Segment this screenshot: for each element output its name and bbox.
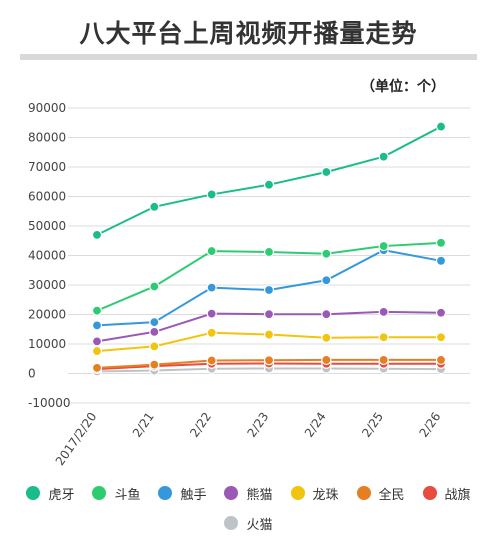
- y-tick-label: 80000: [28, 131, 66, 145]
- data-point: [435, 255, 447, 266]
- data-point: [435, 121, 447, 132]
- legend-label: 龙珠: [312, 487, 339, 503]
- legend-label: 火猫: [246, 517, 273, 533]
- legend-swatch: [356, 486, 371, 500]
- y-tick-label: 70000: [28, 160, 66, 174]
- data-point: [378, 151, 389, 162]
- x-tick-label: 2/23: [245, 410, 272, 440]
- data-point: [206, 189, 217, 200]
- data-point: [149, 341, 160, 352]
- legend-item[interactable]: 触手: [158, 478, 206, 508]
- data-point: [378, 240, 389, 252]
- data-point: [91, 305, 103, 316]
- data-point: [206, 327, 217, 338]
- y-tick-label: -10000: [28, 396, 71, 410]
- y-tick-label: 10000: [28, 337, 66, 351]
- data-point: [149, 281, 160, 292]
- data-point: [435, 354, 447, 366]
- data-point: [378, 332, 389, 343]
- data-point: [263, 179, 275, 190]
- data-point: [321, 332, 332, 343]
- legend-swatch: [224, 486, 239, 500]
- data-point: [435, 307, 447, 318]
- legend-row: 虎牙 斗鱼 触手 熊猫 龙珠 全民 战旗: [0, 478, 497, 508]
- y-tick-label: 40000: [28, 249, 66, 263]
- legend-label: 战旗: [444, 487, 471, 503]
- legend-item[interactable]: 龙珠: [290, 478, 339, 508]
- data-point: [149, 326, 160, 338]
- data-point: [321, 354, 332, 366]
- legend-item[interactable]: 全民: [356, 478, 405, 508]
- data-point: [91, 345, 103, 357]
- line-chart: 90000 80000 70000 60000 50000 40000 30000 20000…: [28, 101, 470, 468]
- data-point: [206, 308, 217, 319]
- y-tick-label: 90000: [28, 101, 66, 115]
- data-point: [263, 329, 275, 340]
- data-point: [263, 355, 275, 366]
- legend-item[interactable]: 火猫: [224, 508, 273, 538]
- data-point: [91, 336, 103, 347]
- legend-swatch: [158, 486, 173, 500]
- x-tick-label: 2017/2/20: [53, 410, 100, 468]
- legend-label: 熊猫: [246, 487, 273, 503]
- legend-swatch: [26, 486, 41, 500]
- data-point: [91, 229, 103, 240]
- legend-label: 全民: [378, 487, 405, 503]
- data-point: [435, 237, 447, 248]
- data-point: [263, 309, 275, 320]
- legend-label: 虎牙: [48, 487, 75, 503]
- x-tick-label: 2/22: [187, 410, 214, 440]
- data-point: [149, 359, 160, 370]
- legend-swatch: [422, 486, 437, 500]
- legend-item[interactable]: 战旗: [422, 478, 471, 508]
- data-point: [206, 355, 217, 366]
- chart-title: 八大平台上周视频开播量走势: [79, 19, 418, 48]
- x-tick-label: 2/25: [359, 410, 386, 440]
- legend-item[interactable]: 熊猫: [224, 478, 273, 508]
- data-point: [263, 284, 275, 296]
- legend-label: 斗鱼: [114, 487, 141, 503]
- data-point: [91, 362, 103, 373]
- x-tick-label: 2/24: [302, 410, 329, 440]
- data-point: [321, 248, 332, 259]
- legend-label: 触手: [180, 487, 207, 503]
- data-point: [91, 320, 103, 331]
- data-point: [149, 201, 160, 212]
- title-underline: [20, 54, 477, 60]
- data-point: [321, 275, 332, 286]
- y-tick-label: 20000: [28, 308, 66, 322]
- data-point: [206, 282, 217, 293]
- data-point: [321, 166, 332, 178]
- legend: 虎牙 斗鱼 触手 熊猫 龙珠 全民 战旗 火猫: [0, 478, 497, 538]
- y-tick-label: 0: [28, 367, 36, 381]
- legend-row: 火猫: [0, 508, 497, 538]
- y-tick-label: 30000: [28, 278, 66, 292]
- data-point: [378, 354, 389, 366]
- x-tick-label: 2/21: [130, 410, 157, 440]
- data-point: [378, 306, 389, 317]
- unit-label: （单位：个）: [361, 79, 445, 95]
- data-point: [263, 246, 275, 258]
- legend-swatch: [224, 516, 239, 530]
- data-point: [149, 317, 160, 328]
- legend-swatch: [290, 486, 305, 500]
- legend-item[interactable]: 斗鱼: [92, 478, 140, 508]
- legend-swatch: [92, 486, 107, 500]
- x-tick-label: 2/26: [417, 410, 444, 440]
- data-point: [321, 309, 332, 320]
- data-point: [206, 245, 217, 257]
- legend-item[interactable]: 虎牙: [26, 478, 74, 508]
- y-tick-label: 50000: [28, 219, 66, 233]
- y-tick-label: 60000: [28, 190, 66, 204]
- data-point: [435, 332, 447, 343]
